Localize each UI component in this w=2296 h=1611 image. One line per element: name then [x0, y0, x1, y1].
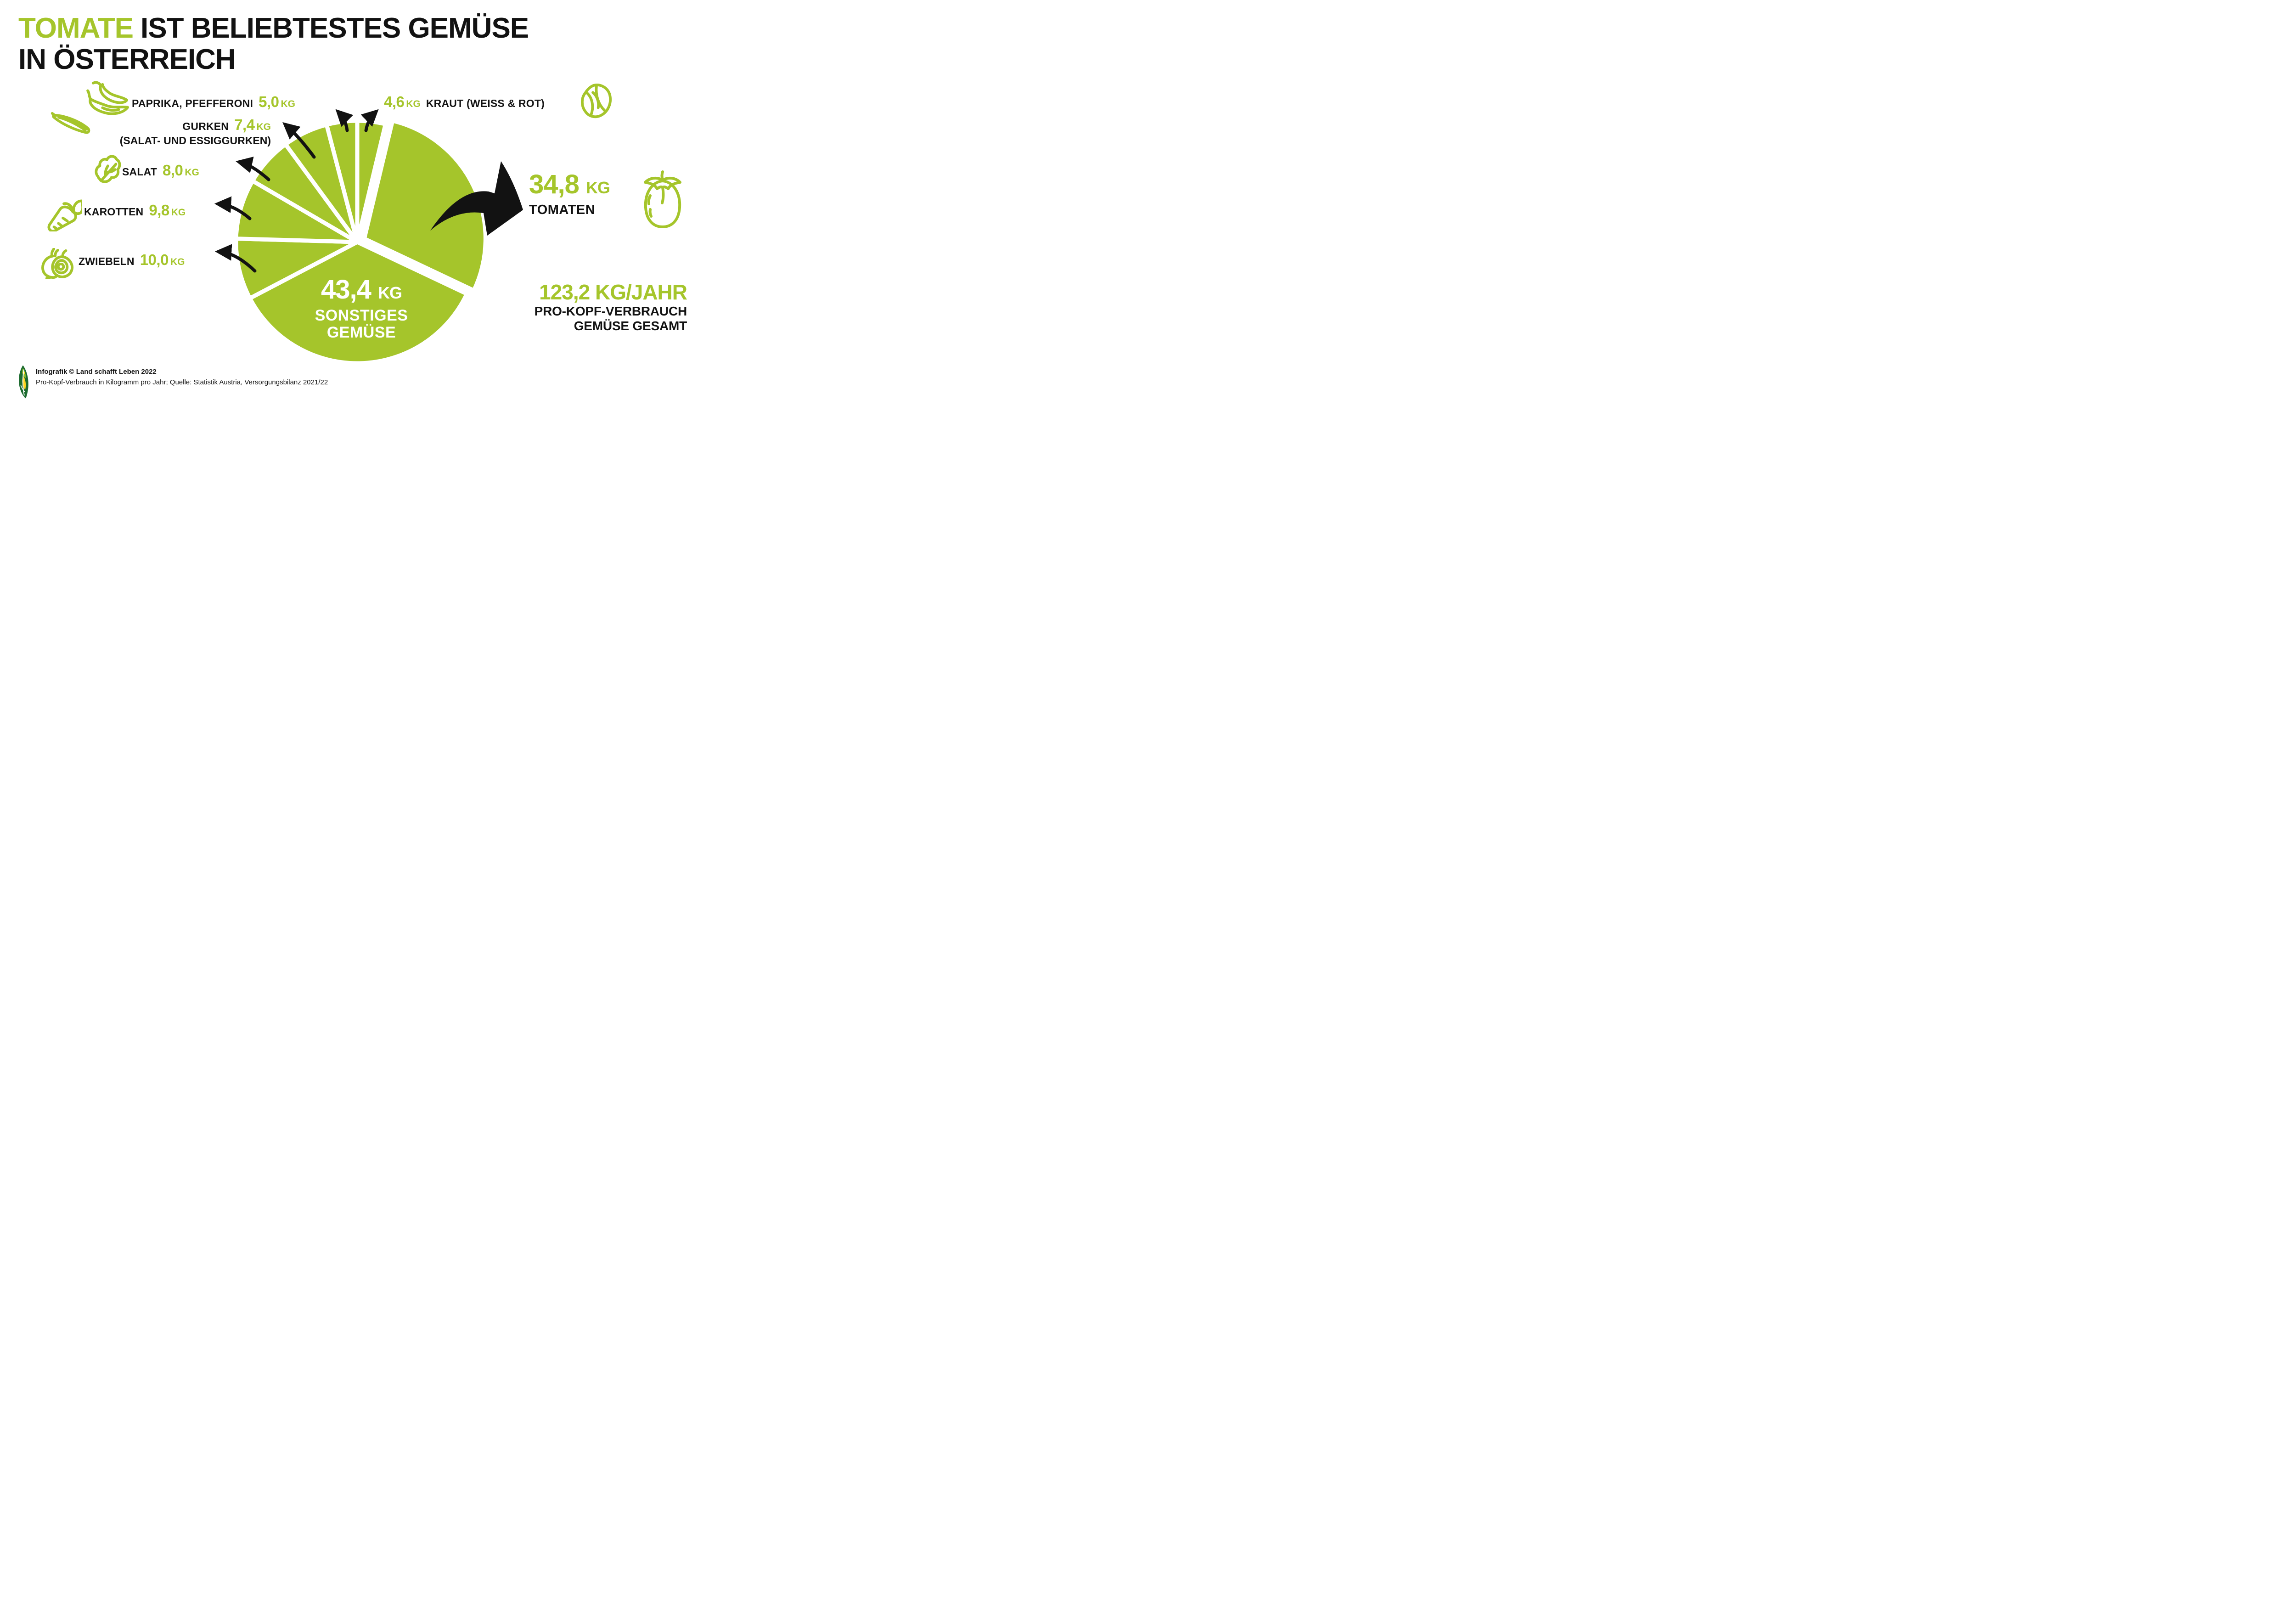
arrow-tomaten [430, 161, 523, 236]
total-headline: 123,2 KG/JAHR [539, 280, 687, 304]
paprika-label: PAPRIKA, PFEFFERONI [132, 97, 253, 109]
arrow-gurken [282, 122, 316, 159]
page-title: TOMATE IST BELIEBTESTES GEMÜSE IN ÖSTERRE… [18, 13, 529, 75]
cucumber-icon [51, 112, 91, 134]
carrot-icon [45, 196, 82, 231]
sonstiges-line2: GEMÜSE [326, 324, 396, 341]
kraut-label: KRAUT (WEISS & ROT) [426, 97, 545, 109]
callout-salat: SALAT 8,0 KG [122, 162, 199, 179]
callout-paprika: PAPRIKA, PFEFFERONI 5,0 KG [132, 93, 295, 111]
logo-leaf-icon [14, 365, 32, 400]
salat-value: 8,0 [162, 162, 183, 179]
tomaten-label: TOMATEN [529, 203, 596, 217]
gurken-label: GURKEN [182, 120, 229, 132]
pie-slice-zwiebeln [234, 237, 360, 301]
footer-source: Pro-Kopf-Verbrauch in Kilogramm pro Jahr… [36, 378, 328, 386]
salat-label: SALAT [122, 166, 157, 178]
arrow-zwiebeln [214, 244, 257, 273]
gurken-subline: (SALAT- UND ESSIGGURKEN) [119, 135, 271, 146]
callout-sonstiges: 43,4 KG SONSTIGES GEMÜSE [279, 276, 444, 341]
infographic-canvas: TOMATE IST BELIEBTESTES GEMÜSE IN ÖSTERRE… [0, 0, 717, 403]
lettuce-icon [93, 153, 121, 186]
kraut-unit: KG [406, 99, 421, 109]
pie-slice-sonstiges [248, 240, 469, 366]
paprika-unit: KG [281, 99, 295, 109]
karotten-label: KAROTTEN [84, 206, 144, 218]
salat-unit: KG [185, 167, 199, 178]
sonstiges-line1: SONSTIGES [315, 307, 408, 324]
callout-gurken: GURKEN 7,4 KG [182, 116, 271, 134]
callout-kraut: 4,6 KG KRAUT (WEISS & ROT) [384, 93, 545, 111]
gurken-value: 7,4 [234, 116, 255, 133]
footer-credit: Infografik © Land schafft Leben 2022 [36, 368, 157, 376]
kraut-value: 4,6 [384, 93, 405, 110]
zwiebeln-label: ZWIEBELN [79, 255, 135, 267]
zwiebeln-value: 10,0 [140, 251, 169, 268]
callout-zwiebeln: ZWIEBELN 10,0 KG [79, 251, 185, 269]
tomaten-unit: KG [586, 178, 610, 197]
cabbage-icon [575, 83, 613, 119]
paprika-value: 5,0 [259, 93, 279, 110]
gurken-unit: KG [256, 122, 271, 132]
zwiebeln-unit: KG [170, 257, 185, 267]
karotten-unit: KG [171, 207, 186, 218]
pie-slices [234, 118, 488, 366]
title-line2: IN ÖSTERREICH [18, 44, 236, 75]
pie-chart [214, 109, 523, 366]
title-highlight: TOMATE [18, 12, 134, 44]
callout-karotten: KAROTTEN 9,8 KG [84, 202, 186, 219]
total-line2: GEMÜSE GESAMT [574, 319, 687, 333]
arrow-paprika [335, 109, 354, 132]
title-rest: IST BELIEBTESTES GEMÜSE [141, 12, 529, 44]
tomaten-value: 34,8 [529, 169, 580, 199]
arrow-salat [236, 157, 270, 181]
total-box: 123,2 KG/JAHR PRO-KOPF-VERBRAUCH GEMÜSE … [535, 280, 687, 333]
arrow-kraut [360, 109, 379, 132]
total-line1: PRO-KOPF-VERBRAUCH [534, 304, 687, 318]
arrow-karotten [214, 196, 252, 220]
karotten-value: 9,8 [149, 202, 169, 219]
sonstiges-value: 43,4 [321, 275, 371, 304]
tomato-icon [638, 169, 687, 230]
onion-icon [40, 248, 74, 279]
sonstiges-unit: KG [378, 283, 402, 302]
callout-tomaten: 34,8 KG TOMATEN [529, 169, 610, 218]
pie-slice-tomaten [362, 118, 488, 293]
chili-pepper-icon [86, 81, 131, 121]
